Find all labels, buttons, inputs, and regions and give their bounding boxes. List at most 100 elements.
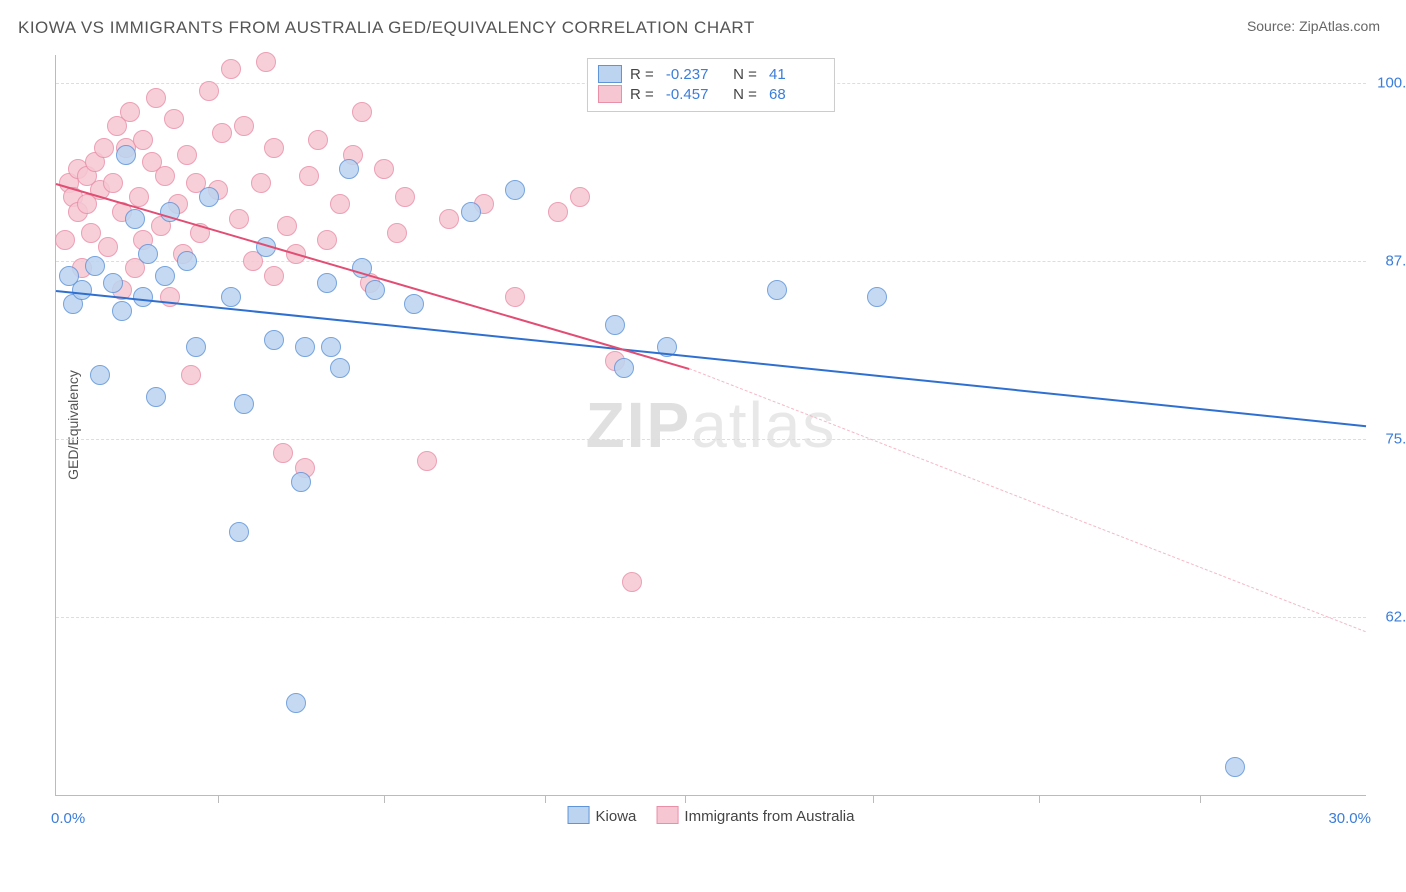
r-value: -0.237 bbox=[666, 66, 721, 83]
x-axis-max-label: 30.0% bbox=[1328, 810, 1371, 827]
data-point bbox=[256, 52, 276, 72]
data-point bbox=[234, 116, 254, 136]
data-point bbox=[295, 337, 315, 357]
x-tick bbox=[545, 795, 546, 803]
data-point bbox=[212, 123, 232, 143]
data-point bbox=[317, 273, 337, 293]
x-axis-min-label: 0.0% bbox=[51, 810, 85, 827]
x-tick bbox=[1039, 795, 1040, 803]
x-tick bbox=[873, 795, 874, 803]
data-point bbox=[229, 209, 249, 229]
legend-bottom: Kiowa Immigrants from Australia bbox=[568, 806, 855, 825]
legend-swatch bbox=[598, 65, 622, 83]
data-point bbox=[286, 693, 306, 713]
x-tick bbox=[218, 795, 219, 803]
data-point bbox=[330, 358, 350, 378]
data-point bbox=[570, 187, 590, 207]
data-point bbox=[614, 358, 634, 378]
data-point bbox=[94, 138, 114, 158]
data-point bbox=[330, 194, 350, 214]
data-point bbox=[461, 202, 481, 222]
data-point bbox=[321, 337, 341, 357]
legend-item: Immigrants from Australia bbox=[656, 806, 854, 825]
data-point bbox=[125, 209, 145, 229]
data-point bbox=[291, 472, 311, 492]
x-tick bbox=[384, 795, 385, 803]
data-point bbox=[229, 522, 249, 542]
data-point bbox=[251, 173, 271, 193]
data-point bbox=[120, 102, 140, 122]
data-point bbox=[417, 451, 437, 471]
source-link[interactable]: ZipAtlas.com bbox=[1299, 18, 1380, 34]
data-point bbox=[264, 138, 284, 158]
source-prefix: Source: bbox=[1247, 18, 1299, 34]
legend-label: Immigrants from Australia bbox=[684, 808, 854, 825]
legend-label: Kiowa bbox=[596, 808, 637, 825]
grid-line bbox=[56, 439, 1366, 440]
grid-line bbox=[56, 617, 1366, 618]
data-point bbox=[199, 187, 219, 207]
data-point bbox=[317, 230, 337, 250]
data-point bbox=[264, 266, 284, 286]
data-point bbox=[308, 130, 328, 150]
data-point bbox=[112, 301, 132, 321]
y-axis-title: GED/Equivalency bbox=[65, 370, 81, 480]
trend-line bbox=[56, 183, 690, 370]
data-point bbox=[199, 81, 219, 101]
data-point bbox=[273, 443, 293, 463]
y-tick-label: 62.5% bbox=[1373, 609, 1406, 626]
r-label: R = bbox=[630, 66, 658, 83]
data-point bbox=[439, 209, 459, 229]
data-point bbox=[365, 280, 385, 300]
data-point bbox=[221, 59, 241, 79]
legend-stats-row: R = -0.457 N = 68 bbox=[598, 85, 824, 103]
data-point bbox=[234, 394, 254, 414]
data-point bbox=[177, 251, 197, 271]
data-point bbox=[1225, 757, 1245, 777]
n-label: N = bbox=[729, 66, 761, 83]
data-point bbox=[133, 287, 153, 307]
watermark: ZIPatlas bbox=[586, 388, 837, 462]
data-point bbox=[155, 266, 175, 286]
data-point bbox=[177, 145, 197, 165]
data-point bbox=[221, 287, 241, 307]
y-tick-label: 100.0% bbox=[1373, 75, 1406, 92]
data-point bbox=[404, 294, 424, 314]
legend-stats: R = -0.237 N = 41 R = -0.457 N = 68 bbox=[587, 58, 835, 112]
data-point bbox=[867, 287, 887, 307]
data-point bbox=[116, 145, 136, 165]
y-tick-label: 87.5% bbox=[1373, 253, 1406, 270]
data-point bbox=[352, 102, 372, 122]
data-point bbox=[505, 180, 525, 200]
data-point bbox=[605, 315, 625, 335]
n-value: 41 bbox=[769, 66, 824, 83]
data-point bbox=[387, 223, 407, 243]
chart-title: KIOWA VS IMMIGRANTS FROM AUSTRALIA GED/E… bbox=[18, 18, 755, 38]
data-point bbox=[72, 280, 92, 300]
x-tick bbox=[1200, 795, 1201, 803]
data-point bbox=[55, 230, 75, 250]
data-point bbox=[81, 223, 101, 243]
r-value: -0.457 bbox=[666, 86, 721, 103]
data-point bbox=[146, 88, 166, 108]
y-tick-label: 75.0% bbox=[1373, 431, 1406, 448]
chart-area: ZIPatlas GED/Equivalency R = -0.237 N = … bbox=[55, 55, 1366, 796]
legend-swatch bbox=[598, 85, 622, 103]
data-point bbox=[155, 166, 175, 186]
data-point bbox=[374, 159, 394, 179]
data-point bbox=[339, 159, 359, 179]
legend-swatch bbox=[568, 806, 590, 824]
data-point bbox=[264, 330, 284, 350]
data-point bbox=[85, 256, 105, 276]
data-point bbox=[395, 187, 415, 207]
data-point bbox=[90, 365, 110, 385]
data-point bbox=[186, 337, 206, 357]
data-point bbox=[138, 244, 158, 264]
data-point bbox=[103, 273, 123, 293]
data-point bbox=[505, 287, 525, 307]
data-point bbox=[622, 572, 642, 592]
data-point bbox=[164, 109, 184, 129]
data-point bbox=[299, 166, 319, 186]
data-point bbox=[767, 280, 787, 300]
data-point bbox=[146, 387, 166, 407]
